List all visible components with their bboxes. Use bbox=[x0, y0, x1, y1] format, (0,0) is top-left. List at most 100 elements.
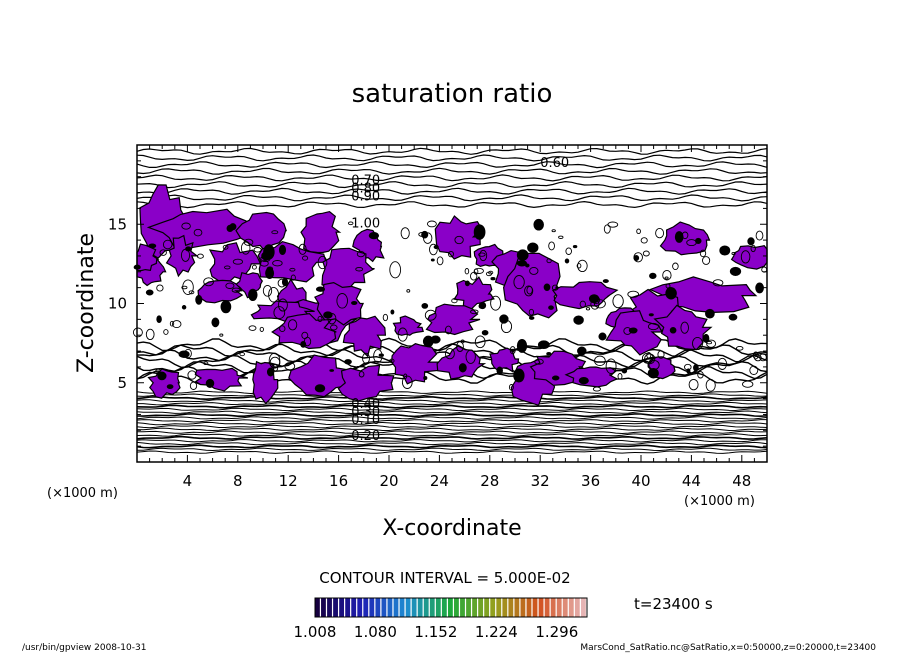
supersaturated-region bbox=[197, 279, 244, 304]
footer-right: MarsCond_SatRatio.nc@SatRatio,x=0:50000,… bbox=[580, 643, 876, 653]
contour-speck bbox=[253, 247, 262, 253]
contour-speck bbox=[181, 285, 188, 290]
contour-speck bbox=[148, 243, 157, 249]
contour-speck bbox=[430, 258, 435, 262]
contour-speck bbox=[259, 260, 269, 267]
contour-speck bbox=[603, 224, 611, 234]
contour-speck bbox=[327, 312, 337, 325]
contour-speck bbox=[189, 381, 198, 390]
contour-speck bbox=[205, 378, 215, 388]
contour-speck bbox=[456, 341, 464, 352]
contour-speck bbox=[330, 324, 338, 331]
contour-speck bbox=[464, 268, 470, 275]
x-tick-label: 16 bbox=[329, 472, 348, 490]
contour-speck bbox=[572, 245, 578, 249]
contour-speck bbox=[747, 237, 755, 246]
contour-speck bbox=[277, 298, 288, 312]
colorbar-swatch bbox=[484, 598, 490, 617]
contour-speck bbox=[693, 364, 699, 372]
contour-speck bbox=[577, 259, 588, 273]
colorbar-swatch bbox=[562, 598, 568, 617]
contour-speck bbox=[728, 313, 738, 321]
contour-speck bbox=[576, 263, 582, 269]
contour-speck bbox=[470, 309, 479, 315]
x-tick-label: 4 bbox=[183, 472, 193, 490]
colorbar-swatch bbox=[345, 598, 351, 617]
contour-speck bbox=[464, 280, 470, 287]
contour-line bbox=[136, 160, 768, 169]
colorbar-swatch bbox=[526, 598, 532, 617]
contour-speck bbox=[156, 284, 164, 292]
contour-speck bbox=[389, 261, 402, 279]
colorbar-swatch bbox=[399, 598, 405, 617]
colorbar-label: 1.224 bbox=[475, 623, 518, 641]
supersaturated-region bbox=[342, 315, 387, 358]
contour-speck bbox=[612, 294, 624, 309]
contour-speck bbox=[509, 346, 516, 355]
x-tick-label: 28 bbox=[480, 472, 499, 490]
y-axis: 5 10 15 bbox=[108, 160, 767, 447]
contour-speck bbox=[508, 384, 514, 391]
contour-speck bbox=[592, 386, 601, 392]
contour-speck bbox=[314, 384, 326, 393]
colorbar-swatch bbox=[466, 598, 471, 617]
colorbar-swatch bbox=[417, 598, 423, 617]
y-axis-label: Z-coordinate bbox=[74, 233, 99, 373]
supersaturated-region bbox=[147, 368, 181, 399]
contour-speck bbox=[287, 319, 298, 331]
contour-speck bbox=[755, 282, 764, 294]
contour-speck bbox=[278, 244, 287, 256]
contour-speck bbox=[636, 228, 641, 235]
contour-speck bbox=[260, 255, 271, 263]
contour-line bbox=[136, 421, 768, 426]
colorbar-swatch bbox=[381, 598, 387, 617]
contour-speck bbox=[548, 305, 554, 310]
contour-speck bbox=[478, 301, 487, 310]
contour-speck bbox=[423, 376, 428, 380]
contour-speck bbox=[686, 368, 691, 374]
supersaturated-region bbox=[288, 354, 352, 398]
contour-speck bbox=[705, 378, 716, 392]
contour-speck bbox=[712, 279, 724, 287]
contour-speck bbox=[451, 298, 458, 304]
contour-label: 0.70 bbox=[351, 174, 380, 189]
contour-speck bbox=[298, 243, 307, 255]
colorbar-swatch bbox=[520, 598, 526, 617]
contour-line bbox=[136, 187, 768, 195]
contour-speck bbox=[577, 346, 587, 356]
colorbar-swatch bbox=[490, 598, 496, 617]
contour-speck bbox=[692, 336, 703, 351]
contour-speck bbox=[513, 275, 525, 290]
contour-line bbox=[136, 154, 768, 162]
contour-speck bbox=[594, 355, 606, 367]
colorbar-swatch bbox=[441, 598, 447, 617]
contour-speck bbox=[162, 239, 173, 250]
contour-speck bbox=[188, 290, 195, 295]
supersaturated-region bbox=[551, 281, 619, 310]
contour-speck bbox=[537, 340, 550, 350]
contour-speck bbox=[193, 228, 203, 237]
contour-speck bbox=[500, 319, 513, 334]
contour-speck bbox=[543, 283, 551, 291]
contour-speck bbox=[564, 258, 570, 264]
contour-speck bbox=[289, 267, 296, 272]
contour-line bbox=[136, 441, 768, 446]
x-axis: 4 8 12 16 20 24 28 32 36 40 44 48 bbox=[149, 145, 755, 490]
contour-speck bbox=[755, 230, 764, 241]
contour-speck bbox=[356, 250, 365, 258]
colorbar-swatch bbox=[375, 598, 381, 617]
contour-speck bbox=[669, 327, 677, 334]
contour-label: 0.40 bbox=[351, 397, 380, 412]
contour-speck bbox=[717, 357, 728, 370]
colorbar-swatch bbox=[538, 598, 544, 617]
contour-speck bbox=[279, 325, 286, 333]
contour-speck bbox=[585, 307, 591, 311]
contour-line bbox=[137, 401, 768, 406]
colorbar-swatch bbox=[447, 598, 453, 617]
contour-speck bbox=[706, 339, 717, 348]
contour-speck bbox=[421, 230, 429, 239]
contour-speck bbox=[196, 253, 204, 259]
contour-speck bbox=[641, 352, 654, 364]
